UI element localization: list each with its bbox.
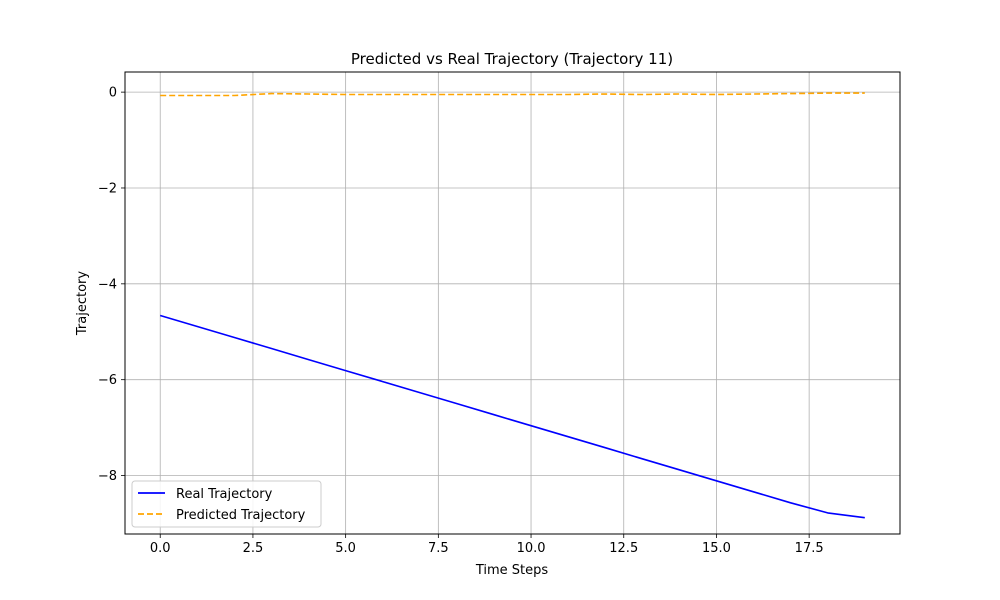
ticks: 0.0 2.5 5.0 7.5 10.0 12.5 15.0 17.5 0 −2 −4 −6 −8 (98, 86, 824, 556)
x-tick-label: 5.0 (335, 541, 356, 556)
grid (125, 72, 900, 534)
x-tick-label: 15.0 (702, 541, 731, 556)
y-tick-label: −8 (98, 469, 117, 484)
x-axis-label: Time Steps (475, 563, 549, 578)
y-tick-label: −6 (98, 373, 117, 388)
y-axis-label: Trajectory (75, 271, 90, 336)
y-tick-label: −4 (98, 277, 117, 292)
x-tick-label: 2.5 (243, 541, 264, 556)
y-tick-label: −2 (98, 181, 117, 196)
x-tick-label: 12.5 (609, 541, 638, 556)
series-line-real-trajectory (159, 314, 865, 519)
plot-frame (124, 71, 901, 535)
x-tick-label: 10.0 (517, 541, 546, 556)
series-group (159, 92, 865, 519)
legend-box (131, 480, 322, 528)
x-tick-label: 0.0 (150, 541, 171, 556)
series-line-predicted-trajectory (160, 92, 865, 97)
legend: Real Trajectory Predicted Trajectory (131, 480, 322, 528)
chart-title: Predicted vs Real Trajectory (Trajectory… (351, 50, 673, 68)
legend-label-predicted: Predicted Trajectory (176, 508, 306, 523)
y-tick-label: 0 (109, 86, 117, 101)
legend-label-real: Real Trajectory (176, 487, 273, 502)
x-tick-label: 7.5 (428, 541, 449, 556)
x-tick-label: 17.5 (795, 541, 824, 556)
